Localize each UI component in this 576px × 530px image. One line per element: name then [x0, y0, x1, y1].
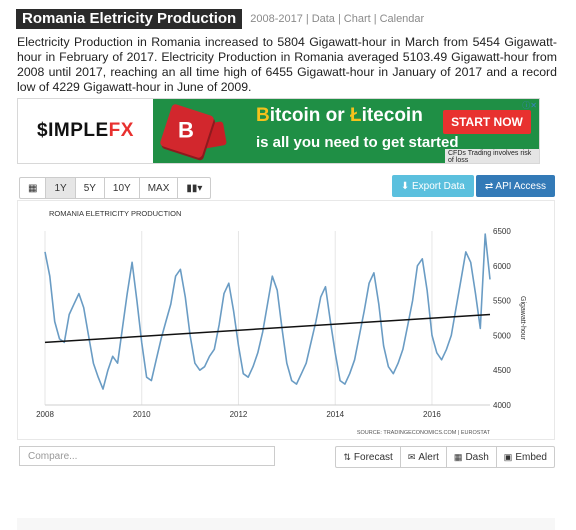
- y-tick-label-5500: 5500: [493, 297, 511, 306]
- ad-subline: is all you need to get started: [256, 134, 459, 151]
- forecast-button[interactable]: ⇅ Forecast: [336, 447, 401, 467]
- embed-icon: ▣: [503, 451, 513, 462]
- ad-logo: $IMPLE FX: [18, 99, 153, 163]
- range-1y-button[interactable]: 1Y: [46, 178, 76, 198]
- dashboard-icon: ▦: [453, 451, 463, 462]
- export-data-button[interactable]: ⬇ Export Data: [391, 175, 474, 197]
- range-max-button[interactable]: MAX: [140, 178, 179, 198]
- y-tick-label-6500: 6500: [493, 227, 511, 236]
- api-access-button[interactable]: ⇄ API Access: [475, 175, 555, 197]
- chart-type-icon[interactable]: ▮▮▾: [186, 182, 203, 194]
- line-chart: ROMANIA ELETRICITY PRODUCTION 2008 2010 201…: [36, 209, 526, 436]
- y-tick-label-4000: 4000: [493, 401, 511, 410]
- calendar-icon[interactable]: ▦: [20, 178, 47, 198]
- description: Electricity Production in Romania increa…: [17, 35, 557, 94]
- page-title: Romania Eletricity Production: [16, 9, 243, 29]
- footer-strip: [17, 518, 555, 530]
- range-selector: ▦ 1Y 5Y 10Y MAX ▮▮▾: [19, 177, 212, 199]
- ad-info-icon[interactable]: ⓘ✕: [522, 101, 537, 110]
- envelope-icon: ✉: [407, 451, 416, 462]
- y-tick-label-4500: 4500: [493, 366, 511, 375]
- x-tick-label-2012: 2012: [230, 410, 248, 419]
- embed-button[interactable]: ▣ Embed: [503, 451, 547, 463]
- range-10y-button[interactable]: 10Y: [105, 178, 140, 198]
- forecast-icon: ⇅: [343, 451, 351, 462]
- range-label: 2008-2017: [250, 13, 303, 25]
- dash-button[interactable]: ▦ Dash: [447, 447, 497, 467]
- ad-banner[interactable]: $IMPLE FX B Bitcoin or Łitecoin is all yo…: [17, 98, 540, 164]
- chart-bottom-bar: Compare... ⇅ Forecast ✉ Alert ▦ Dash ▣ Embed: [17, 446, 555, 468]
- title-links: 2008-2017 | Data | Chart | Calendar: [250, 13, 425, 25]
- series-line-production: [44, 233, 491, 390]
- chart-toolbar: ▦ 1Y 5Y 10Y MAX ▮▮▾ ⬇ Export Data ⇄ API …: [17, 175, 555, 199]
- ad-headline: Bitcoin or Łitecoin: [256, 105, 423, 126]
- y-tick-label-6000: 6000: [493, 262, 511, 271]
- range-5y-button[interactable]: 5Y: [76, 178, 105, 198]
- link-chart[interactable]: Chart: [343, 13, 371, 25]
- alert-button[interactable]: ✉ Alert: [401, 447, 447, 467]
- chart-container: ROMANIA ELETRICITY PRODUCTION 2008 2010 201…: [17, 200, 555, 440]
- x-tick-label-2008: 2008: [36, 410, 54, 419]
- bitcoin-cube-icon: B: [159, 103, 215, 159]
- ad-risk-note: CFDs Trading involves risk of loss: [445, 149, 539, 163]
- series-line-trend: [44, 313, 491, 344]
- chart-title: ROMANIA ELETRICITY PRODUCTION: [49, 209, 181, 218]
- y-tick-label-5000: 5000: [493, 331, 511, 340]
- link-data[interactable]: Data: [311, 13, 335, 25]
- x-tick-label-2010: 2010: [133, 410, 151, 419]
- chart-actions: ⇅ Forecast ✉ Alert ▦ Dash ▣ Embed: [335, 446, 555, 468]
- link-calendar[interactable]: Calendar: [379, 13, 425, 25]
- title-row: Romania Eletricity Production 2008-2017 …: [16, 9, 424, 29]
- chart-source: SOURCE: TRADINGECONOMICS.COM | EUROSTAT: [357, 430, 491, 436]
- ad-start-button[interactable]: START NOW: [443, 110, 531, 134]
- y-axis-label: Gigawatt-hour: [519, 296, 526, 341]
- x-tick-label-2014: 2014: [326, 410, 344, 419]
- x-tick-label-2016: 2016: [423, 410, 441, 419]
- compare-input[interactable]: Compare...: [19, 446, 275, 466]
- ad-panel: B Bitcoin or Łitecoin is all you need to…: [153, 99, 539, 163]
